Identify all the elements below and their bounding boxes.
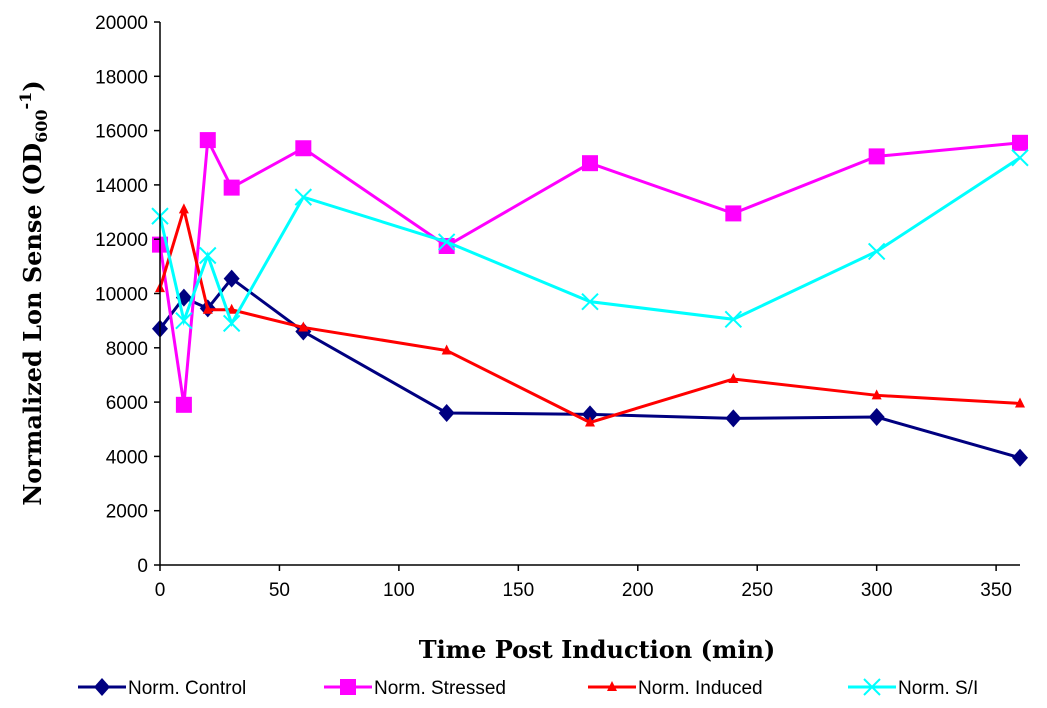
data-point: [178, 203, 189, 214]
x-tick-label: 50: [269, 580, 290, 601]
y-axis-title-superscript: -1: [16, 92, 35, 110]
y-axis-title-main: Normalized Lon Sense (OD: [18, 143, 47, 506]
y-axis-title-subscript: 600: [32, 109, 51, 142]
legend-swatch-marker: [607, 681, 617, 691]
x-tick-label: 150: [502, 580, 534, 601]
x-tick-label: 200: [622, 580, 654, 601]
data-point: [437, 233, 456, 251]
y-tick-label: 12000: [95, 230, 148, 251]
data-point: [226, 303, 237, 314]
series-norm-stressed: [152, 132, 1028, 413]
legend-item: Norm. Control: [78, 678, 246, 699]
legend-item: Norm. Stressed: [324, 678, 506, 699]
data-point: [438, 403, 455, 422]
data-point: [725, 205, 742, 222]
y-tick-label: 10000: [95, 285, 148, 306]
y-tick-label: 0: [137, 556, 148, 577]
y-tick-label: 8000: [106, 339, 148, 360]
legend-swatch-marker: [94, 678, 110, 696]
x-axis-title: Time Post Induction (min): [419, 635, 776, 664]
data-point: [441, 344, 452, 355]
y-tick-label: 4000: [106, 447, 148, 468]
data-point: [294, 188, 313, 206]
data-point: [724, 310, 743, 329]
data-point: [199, 246, 217, 265]
series-line: [158, 134, 1021, 406]
x-tick-label: 300: [861, 580, 893, 601]
data-point: [728, 373, 739, 384]
legend-label: Norm. Induced: [638, 678, 763, 699]
data-point: [871, 389, 882, 400]
legend-swatch-marker: [340, 679, 356, 695]
y-tick-label: 2000: [106, 502, 148, 523]
series-line: [158, 276, 1021, 460]
data-point: [202, 303, 213, 314]
x-tick-label: 0: [155, 580, 166, 601]
data-point: [582, 155, 598, 172]
legend-item: Norm. S/I: [848, 678, 978, 699]
data-point: [295, 140, 312, 157]
axes: 0200040006000800010000120001400016000180…: [95, 13, 1020, 601]
legend-swatch-marker: [863, 678, 881, 696]
data-point: [868, 148, 885, 165]
data-point: [1012, 448, 1028, 467]
series-norm-induced: [155, 203, 1025, 427]
data-point: [868, 408, 885, 427]
data-point: [222, 314, 241, 333]
data-point: [585, 416, 595, 427]
data-point: [867, 242, 886, 261]
legend-label: Norm. Control: [128, 678, 246, 699]
data-point: [298, 321, 309, 332]
x-tick-label: 250: [741, 580, 773, 601]
data-point: [199, 132, 216, 149]
plot-area: [151, 132, 1029, 467]
data-point: [1012, 134, 1028, 151]
data-point: [175, 311, 193, 330]
data-point: [1015, 397, 1025, 408]
data-point: [725, 409, 742, 428]
data-point: [223, 179, 240, 196]
y-tick-label: 16000: [95, 122, 148, 143]
series-norm-control: [152, 269, 1028, 467]
legend-label: Norm. S/I: [898, 678, 978, 699]
legend-item: Norm. Induced: [588, 678, 763, 699]
legend-label: Norm. Stressed: [374, 678, 506, 699]
series-norm-s-i: [151, 149, 1029, 333]
data-point: [581, 292, 599, 311]
data-point: [1011, 149, 1029, 167]
x-tick-label: 100: [383, 580, 415, 601]
data-point: [223, 269, 240, 288]
y-axis-title-close: ): [18, 80, 47, 91]
y-tick-label: 6000: [106, 393, 148, 414]
legend: Norm. Control Norm. Stressed Norm. Induced…: [78, 678, 978, 699]
y-tick-label: 20000: [95, 13, 148, 34]
y-tick-label: 18000: [95, 67, 148, 88]
y-tick-label: 14000: [95, 176, 148, 197]
x-tick-label: 350: [980, 580, 1012, 601]
y-axis-title: Normalized Lon Sense (OD600-1): [16, 80, 51, 505]
series-line: [158, 156, 1021, 327]
data-point: [175, 396, 192, 413]
series-line: [158, 203, 1021, 425]
